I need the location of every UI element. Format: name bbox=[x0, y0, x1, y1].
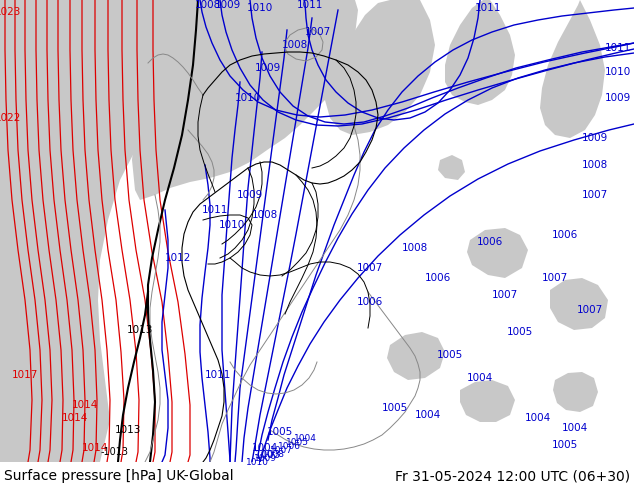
Text: 1022: 1022 bbox=[0, 113, 21, 123]
Text: 1013: 1013 bbox=[115, 425, 141, 435]
Text: 1006: 1006 bbox=[477, 237, 503, 247]
Polygon shape bbox=[325, 0, 435, 135]
Text: 1010: 1010 bbox=[605, 67, 631, 77]
Text: 1011: 1011 bbox=[297, 0, 323, 10]
Text: Surface pressure [hPa] UK-Global: Surface pressure [hPa] UK-Global bbox=[4, 469, 233, 483]
Text: 1007: 1007 bbox=[357, 263, 383, 273]
Text: 1010: 1010 bbox=[235, 93, 261, 103]
Text: 1009: 1009 bbox=[582, 133, 608, 143]
Polygon shape bbox=[460, 380, 515, 422]
Text: 1017: 1017 bbox=[12, 370, 38, 380]
Text: 1009: 1009 bbox=[215, 0, 241, 10]
Text: 1008: 1008 bbox=[261, 449, 285, 459]
Text: 1013: 1013 bbox=[127, 325, 153, 335]
Text: 1009: 1009 bbox=[605, 93, 631, 103]
Text: 1005: 1005 bbox=[382, 403, 408, 413]
Text: 1006: 1006 bbox=[357, 297, 383, 307]
Text: 1012: 1012 bbox=[165, 253, 191, 263]
Text: 1004: 1004 bbox=[562, 423, 588, 433]
Text: 1010: 1010 bbox=[245, 458, 269, 466]
Text: 1011: 1011 bbox=[475, 3, 501, 13]
Text: 1008: 1008 bbox=[195, 0, 221, 10]
Text: 1005: 1005 bbox=[552, 440, 578, 450]
Text: -1013: -1013 bbox=[101, 447, 129, 457]
Polygon shape bbox=[132, 0, 358, 200]
Text: 1007: 1007 bbox=[269, 445, 292, 455]
Text: 1005: 1005 bbox=[267, 427, 293, 437]
Text: 1006: 1006 bbox=[425, 273, 451, 283]
Polygon shape bbox=[540, 0, 605, 138]
Text: 1010: 1010 bbox=[219, 220, 245, 230]
Text: 1007: 1007 bbox=[582, 190, 608, 200]
Text: 1011: 1011 bbox=[205, 370, 231, 380]
Text: Fr 31-05-2024 12:00 UTC (06+30): Fr 31-05-2024 12:00 UTC (06+30) bbox=[395, 469, 630, 483]
Text: 1010: 1010 bbox=[247, 3, 273, 13]
Polygon shape bbox=[387, 332, 445, 380]
Polygon shape bbox=[467, 228, 528, 278]
Text: 1014: 1014 bbox=[72, 400, 98, 410]
Text: 1014: 1014 bbox=[61, 413, 88, 423]
Text: 1008: 1008 bbox=[402, 243, 428, 253]
Polygon shape bbox=[318, 32, 343, 55]
Text: 1004: 1004 bbox=[467, 373, 493, 383]
Text: 1011: 1011 bbox=[605, 43, 631, 53]
Polygon shape bbox=[550, 278, 608, 330]
Text: 1008: 1008 bbox=[582, 160, 608, 170]
Text: 1007: 1007 bbox=[492, 290, 518, 300]
Text: 1004: 1004 bbox=[294, 434, 316, 442]
Text: 1005: 1005 bbox=[507, 327, 533, 337]
Text: 1006: 1006 bbox=[552, 230, 578, 240]
Text: 1009: 1009 bbox=[255, 63, 281, 73]
Text: 1007: 1007 bbox=[577, 305, 603, 315]
Polygon shape bbox=[438, 155, 465, 180]
Text: 1023: 1023 bbox=[0, 7, 21, 17]
Text: 1004: 1004 bbox=[252, 443, 278, 453]
Text: 1008: 1008 bbox=[282, 40, 308, 50]
Text: 1009: 1009 bbox=[254, 454, 276, 463]
Text: 1003: 1003 bbox=[255, 450, 281, 460]
Text: 1009: 1009 bbox=[237, 190, 263, 200]
Polygon shape bbox=[445, 0, 515, 105]
Polygon shape bbox=[553, 372, 598, 412]
Text: 1011: 1011 bbox=[202, 205, 228, 215]
Text: 1006: 1006 bbox=[278, 441, 301, 450]
Text: 1005: 1005 bbox=[437, 350, 463, 360]
Polygon shape bbox=[0, 0, 188, 462]
Text: 1005: 1005 bbox=[285, 438, 309, 446]
Polygon shape bbox=[372, 48, 398, 72]
Text: 1014: 1014 bbox=[82, 443, 108, 453]
Text: 1004: 1004 bbox=[415, 410, 441, 420]
Text: 1004: 1004 bbox=[525, 413, 551, 423]
Text: 1007: 1007 bbox=[542, 273, 568, 283]
Text: 1007: 1007 bbox=[305, 27, 331, 37]
Text: 1008: 1008 bbox=[252, 210, 278, 220]
